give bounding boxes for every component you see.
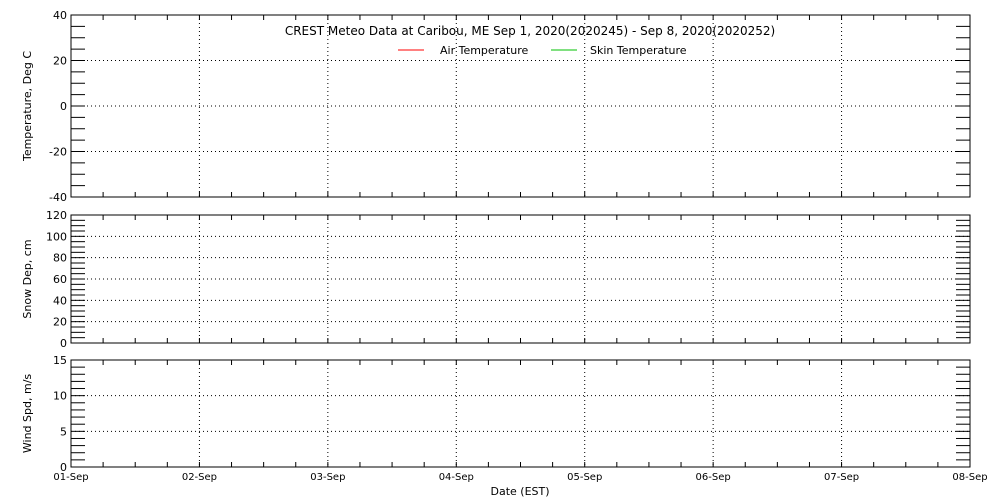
x-axis-label: Date (EST) bbox=[490, 485, 549, 498]
x-tick-label: 06-Sep bbox=[696, 472, 731, 483]
plot-frame bbox=[70, 14, 971, 198]
y-tick-label: 80 bbox=[53, 252, 67, 265]
y-tick-label: -40 bbox=[49, 191, 67, 204]
y-tick-label: 10 bbox=[53, 390, 67, 403]
y-tick-label: 0 bbox=[60, 100, 67, 113]
x-tick-label: 02-Sep bbox=[182, 472, 217, 483]
y-tick-label: 20 bbox=[53, 316, 67, 329]
legend-label: Air Temperature bbox=[440, 44, 529, 57]
y-tick-label: 40 bbox=[53, 9, 67, 22]
x-tick-label: 08-Sep bbox=[952, 472, 987, 483]
y-axis-label: Temperature, Deg C bbox=[21, 51, 34, 162]
y-tick-label: 120 bbox=[46, 209, 67, 222]
y-tick-label: -20 bbox=[49, 146, 67, 159]
y-tick-label: 100 bbox=[46, 230, 67, 243]
x-tick-label: 04-Sep bbox=[439, 472, 474, 483]
y-tick-label: 5 bbox=[60, 425, 67, 438]
plot-frame bbox=[70, 359, 971, 468]
x-tick-label: 07-Sep bbox=[824, 472, 859, 483]
y-tick-label: 40 bbox=[53, 294, 67, 307]
y-tick-label: 0 bbox=[60, 337, 67, 350]
plot-frame bbox=[70, 214, 971, 344]
x-tick-label: 03-Sep bbox=[310, 472, 345, 483]
legend-label: Skin Temperature bbox=[590, 44, 687, 57]
y-tick-label: 20 bbox=[53, 55, 67, 68]
y-tick-label: 60 bbox=[53, 273, 67, 286]
x-tick-label: 01-Sep bbox=[53, 472, 88, 483]
y-tick-label: 15 bbox=[53, 354, 67, 367]
x-tick-label: 05-Sep bbox=[567, 472, 602, 483]
chart-title: CREST Meteo Data at Caribou, ME Sep 1, 2… bbox=[285, 24, 775, 38]
y-axis-label: Snow Dep, cm bbox=[21, 239, 34, 318]
y-axis-label: Wind Spd, m/s bbox=[21, 374, 34, 454]
y-tick-label: 0 bbox=[60, 461, 67, 474]
